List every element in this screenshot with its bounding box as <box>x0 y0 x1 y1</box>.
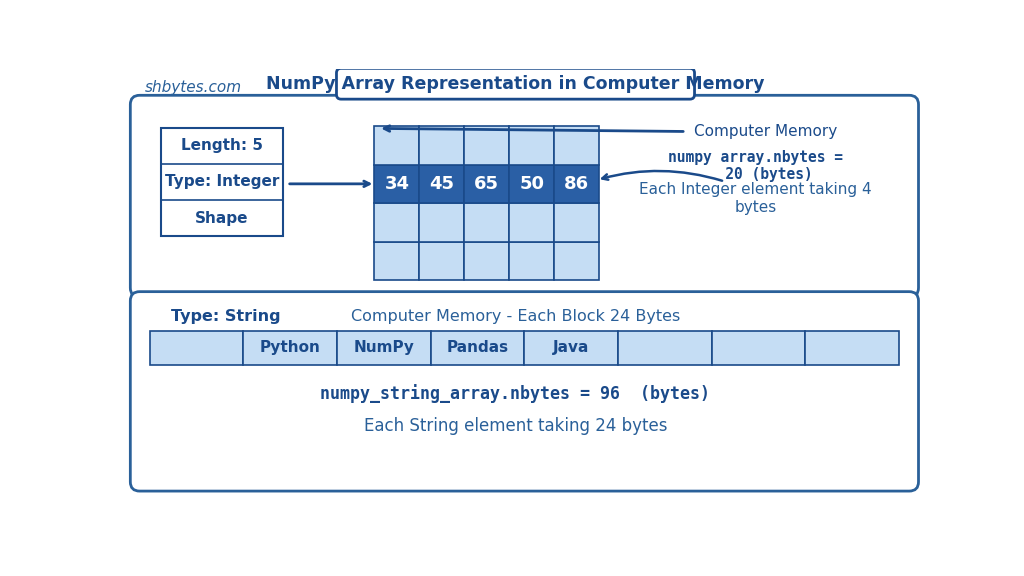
Bar <box>420 241 464 280</box>
Bar <box>375 241 420 280</box>
FancyBboxPatch shape <box>130 95 919 297</box>
Bar <box>375 203 420 241</box>
Bar <box>464 165 509 203</box>
Text: numpy_string_array.nbytes = 96  (bytes): numpy_string_array.nbytes = 96 (bytes) <box>321 384 711 403</box>
Text: NumPy: NumPy <box>353 340 415 355</box>
FancyBboxPatch shape <box>161 128 283 236</box>
Bar <box>464 203 509 241</box>
Bar <box>464 241 509 280</box>
Bar <box>375 126 420 165</box>
Bar <box>524 331 618 365</box>
Bar <box>712 331 806 365</box>
Text: Length: 5: Length: 5 <box>181 138 263 153</box>
Text: 86: 86 <box>564 175 589 193</box>
Text: shbytes.com: shbytes.com <box>145 80 242 95</box>
Bar <box>509 241 554 280</box>
Text: Computer Memory: Computer Memory <box>693 124 837 139</box>
Bar <box>375 165 420 203</box>
Text: 50: 50 <box>519 175 545 193</box>
Text: Pandas: Pandas <box>446 340 509 355</box>
FancyBboxPatch shape <box>130 291 919 491</box>
Bar <box>554 165 599 203</box>
Bar <box>244 331 337 365</box>
Bar <box>554 241 599 280</box>
Bar <box>806 331 899 365</box>
Bar <box>420 126 464 165</box>
Bar <box>509 203 554 241</box>
Bar <box>420 203 464 241</box>
Bar <box>150 331 244 365</box>
Bar <box>509 165 554 203</box>
Text: Shape: Shape <box>195 211 249 226</box>
FancyBboxPatch shape <box>337 69 694 99</box>
Bar <box>337 331 431 365</box>
Text: Python: Python <box>260 340 321 355</box>
Bar <box>618 331 712 365</box>
Text: Computer Memory - Each Block 24 Bytes: Computer Memory - Each Block 24 Bytes <box>351 309 680 324</box>
Text: NumPy Array Representation in Computer Memory: NumPy Array Representation in Computer M… <box>266 75 765 93</box>
Bar <box>509 126 554 165</box>
Text: 45: 45 <box>429 175 455 193</box>
Text: Each Integer element taking 4
bytes: Each Integer element taking 4 bytes <box>639 182 872 215</box>
Text: Type: Integer: Type: Integer <box>165 175 279 190</box>
Text: Java: Java <box>553 340 590 355</box>
Bar <box>464 126 509 165</box>
Bar <box>554 126 599 165</box>
Text: 34: 34 <box>384 175 410 193</box>
Text: Type: String: Type: String <box>171 309 281 324</box>
Text: Each String element taking 24 bytes: Each String element taking 24 bytes <box>364 418 668 435</box>
Bar <box>431 331 524 365</box>
Text: numpy array.nbytes =
   20 (bytes): numpy array.nbytes = 20 (bytes) <box>669 150 843 183</box>
Bar <box>554 203 599 241</box>
Bar <box>420 165 464 203</box>
Text: 65: 65 <box>474 175 500 193</box>
